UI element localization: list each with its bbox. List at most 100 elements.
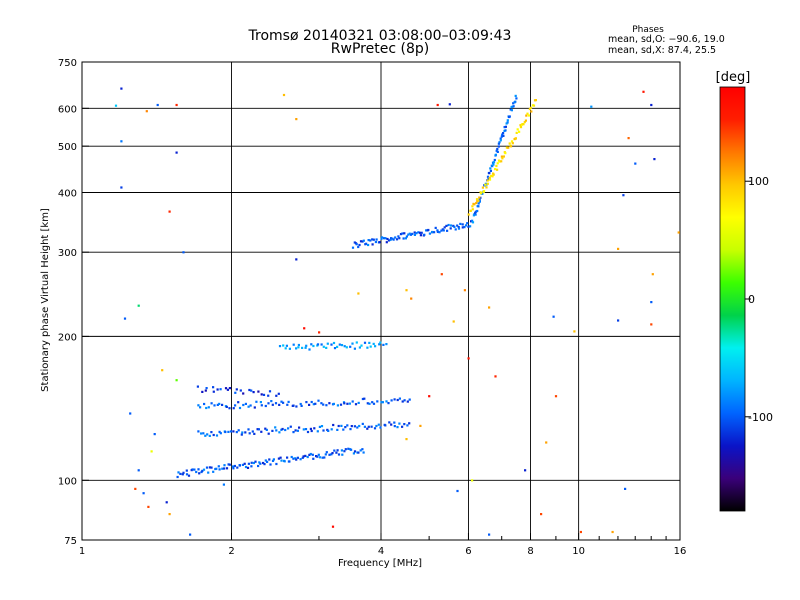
- data-point: [367, 239, 370, 242]
- data-point: [259, 462, 262, 465]
- data-point: [277, 392, 280, 395]
- data-point: [453, 225, 456, 228]
- data-point: [264, 459, 267, 462]
- data-point: [247, 462, 250, 465]
- data-point: [337, 453, 341, 456]
- data-point: [288, 347, 291, 350]
- data-point: [296, 456, 299, 459]
- data-point: [208, 466, 211, 469]
- data-point: [374, 345, 377, 348]
- colorbar-ticks: 100 0 -100: [745, 175, 773, 424]
- data-point: [278, 403, 281, 406]
- data-point: [353, 241, 356, 244]
- data-point: [275, 462, 278, 466]
- data-point: [355, 341, 358, 344]
- data-point: [473, 203, 476, 206]
- data-point: [310, 429, 313, 433]
- data-point: [573, 330, 576, 333]
- data-point: [201, 390, 204, 393]
- data-point: [274, 402, 278, 405]
- data-point: [268, 458, 271, 461]
- data-point: [296, 429, 299, 432]
- data-point: [368, 402, 371, 405]
- data-point: [516, 128, 519, 131]
- data-point: [280, 428, 283, 431]
- data-point: [299, 402, 302, 406]
- data-point: [394, 236, 397, 239]
- data-point: [313, 427, 316, 430]
- data-point: [213, 404, 216, 407]
- data-point: [431, 230, 434, 234]
- data-point: [253, 406, 256, 409]
- data-point: [260, 404, 263, 407]
- data-point: [518, 130, 521, 133]
- x-tick-label: 1: [79, 546, 85, 557]
- data-point: [295, 258, 298, 261]
- data-point: [494, 375, 497, 378]
- data-point: [384, 237, 387, 240]
- data-point: [478, 196, 481, 199]
- data-point: [306, 430, 310, 434]
- data-point: [449, 224, 453, 227]
- data-point: [590, 105, 593, 108]
- data-point: [310, 400, 313, 404]
- x-axis-ticks: 1 2 4 6 8 10 16: [79, 533, 686, 557]
- data-point: [292, 457, 295, 460]
- data-point: [120, 140, 123, 143]
- data-point: [358, 424, 361, 428]
- data-point: [256, 428, 259, 431]
- data-point: [373, 427, 377, 430]
- data-point: [332, 341, 336, 345]
- data-point: [204, 434, 207, 437]
- data-point: [270, 400, 273, 403]
- data-point: [147, 505, 150, 508]
- data-point: [369, 345, 372, 348]
- data-point: [216, 403, 219, 406]
- data-point: [328, 402, 331, 405]
- data-point: [309, 427, 312, 430]
- data-point: [226, 388, 229, 391]
- data-point: [524, 469, 527, 472]
- data-point: [488, 306, 491, 309]
- data-point: [473, 213, 476, 216]
- data-point: [360, 344, 363, 347]
- data-point: [480, 192, 483, 195]
- data-point: [235, 388, 238, 391]
- data-point: [509, 108, 512, 111]
- data-point: [239, 389, 242, 392]
- data-point: [275, 429, 278, 432]
- data-point: [187, 474, 191, 477]
- data-point: [502, 155, 505, 158]
- data-point: [202, 432, 205, 435]
- data-point: [554, 395, 558, 398]
- data-point: [207, 471, 210, 474]
- data-point: [456, 224, 459, 227]
- data-point: [259, 401, 262, 404]
- data-point: [497, 145, 500, 148]
- data-point: [356, 426, 359, 429]
- data-point: [326, 342, 329, 345]
- data-point: [498, 160, 501, 163]
- data-point: [232, 467, 235, 470]
- data-point: [332, 423, 335, 427]
- data-point: [530, 110, 533, 113]
- data-point: [436, 103, 439, 107]
- data-point: [228, 407, 231, 410]
- data-point: [205, 387, 208, 390]
- data-point: [362, 451, 365, 454]
- data-point: [366, 346, 369, 349]
- data-point: [195, 470, 198, 474]
- data-point: [524, 119, 527, 122]
- data-point: [129, 412, 132, 415]
- data-point: [257, 428, 260, 431]
- data-point: [384, 424, 387, 427]
- data-point: [474, 213, 477, 216]
- data-point: [408, 422, 411, 425]
- data-point: [642, 90, 645, 93]
- data-point: [350, 448, 353, 451]
- colorbar: [719, 86, 746, 512]
- data-point: [433, 231, 436, 234]
- data-point: [627, 137, 630, 140]
- data-point: [320, 425, 324, 428]
- data-point: [413, 231, 416, 234]
